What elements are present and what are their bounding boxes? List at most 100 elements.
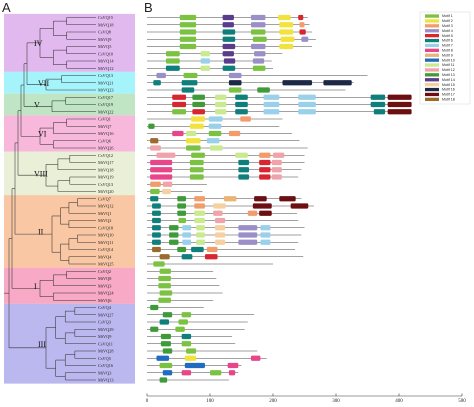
motif-block <box>182 239 192 245</box>
legend-label: Motif 18 <box>442 98 455 102</box>
motif-block <box>183 72 198 79</box>
gene-label: MtVQ14 <box>98 59 114 64</box>
motif-block <box>260 225 271 231</box>
motif-block <box>206 138 220 144</box>
motif-block <box>182 225 192 231</box>
motif-block <box>194 203 205 209</box>
legend-swatch <box>425 14 439 18</box>
motif-block <box>159 268 171 274</box>
motif-block <box>222 22 234 28</box>
motif-block <box>263 94 280 100</box>
motif-block <box>156 355 170 361</box>
motif-block <box>177 203 187 209</box>
motif-block <box>152 232 161 238</box>
motif-block <box>152 217 161 224</box>
motif-block <box>279 22 294 28</box>
motif-block <box>282 80 313 86</box>
clade-label: VIII <box>34 169 48 178</box>
legend-label: Motif 12 <box>442 68 455 72</box>
gene-label: MtVQ22 <box>98 109 114 114</box>
length-axis: 0 100 200 300 400 500 <box>146 393 466 404</box>
motif-block <box>204 254 218 260</box>
gene-label: MtVQ1 <box>98 211 111 216</box>
legend-label: Motif 14 <box>442 78 455 82</box>
motif-block <box>191 116 205 122</box>
motif-block <box>215 109 227 115</box>
motif-block <box>158 283 171 289</box>
motif-block <box>184 355 197 361</box>
motif-block <box>222 36 236 42</box>
motif-block <box>279 43 294 50</box>
motif-block <box>181 80 198 86</box>
gene-label: MtVQ8 <box>98 276 111 281</box>
axis-tick-label: 400 <box>395 399 403 404</box>
motif-block <box>152 210 161 216</box>
gene-label: CsVQ5 <box>98 356 111 361</box>
motif-block <box>150 181 161 187</box>
motif-block <box>153 261 165 267</box>
motif-block <box>215 101 227 108</box>
motif-block <box>177 196 187 202</box>
motif-block <box>222 29 236 35</box>
motif-block <box>181 254 193 260</box>
axis-tick-label: 500 <box>458 399 466 404</box>
gene-label: CsVQ1 <box>98 117 111 122</box>
gene-label: CsVQ13 <box>98 73 113 78</box>
gene-label: MtVQ20 <box>98 189 114 194</box>
motif-block <box>215 225 226 231</box>
motif-block <box>192 109 205 115</box>
gene-label: CsVQ12 <box>98 153 113 158</box>
motif-block <box>263 101 280 108</box>
legend-label: Motif 1 <box>442 14 453 18</box>
gene-label: CsVQ6 <box>98 138 112 143</box>
gene-label: CsVQ2 <box>98 269 111 274</box>
motif-block <box>169 225 179 231</box>
axis-tick-label: 200 <box>269 399 277 404</box>
legend-swatch <box>425 34 439 38</box>
motif-block <box>259 210 272 216</box>
gene-label: MtVQ16 <box>98 131 114 136</box>
gene-label: CsVQ11 <box>98 341 113 346</box>
clade-label: V <box>34 101 40 110</box>
motif-block <box>259 152 271 158</box>
motif-block <box>228 130 241 137</box>
motif-block <box>254 196 267 202</box>
clade-label: III <box>38 340 46 349</box>
legend-swatch <box>425 87 439 92</box>
gene-label: MtVQ9 <box>98 37 111 42</box>
motif-block <box>228 370 236 376</box>
legend-swatch <box>425 48 439 52</box>
motif-block <box>228 87 242 93</box>
motif-block <box>159 377 168 383</box>
legend-swatch <box>425 63 439 67</box>
motif-block <box>323 80 352 86</box>
gene-label: MtVQ12 <box>98 204 114 209</box>
gene-label: CsVQ13 <box>98 182 113 187</box>
legend-swatch <box>425 92 439 97</box>
motif-block <box>238 174 250 180</box>
legend-label: Motif 17 <box>442 93 455 97</box>
motif-block <box>259 159 271 166</box>
motif-block <box>152 203 161 209</box>
motif-block <box>186 130 197 137</box>
motif-block <box>172 101 187 108</box>
gene-label: CsVQ18 <box>98 225 113 230</box>
motif-block <box>238 225 258 231</box>
motif-block <box>223 196 237 202</box>
motif-block <box>200 65 210 71</box>
motif-block <box>191 152 205 158</box>
motif-block <box>186 145 201 151</box>
gene-label: MtVQ29 <box>98 327 114 332</box>
motif-block <box>254 51 266 57</box>
motif-block <box>259 174 271 180</box>
gene-label: CsVQ7 <box>98 196 112 201</box>
gene-label: MtVQ21 <box>98 80 114 85</box>
motif-block <box>182 232 192 238</box>
motif-block <box>370 101 386 108</box>
clade-label: I <box>34 282 37 291</box>
motif-block <box>192 101 205 108</box>
motif-block <box>228 72 242 79</box>
motif-block <box>299 22 305 28</box>
motif-block <box>172 130 184 137</box>
motif-block <box>271 167 282 173</box>
